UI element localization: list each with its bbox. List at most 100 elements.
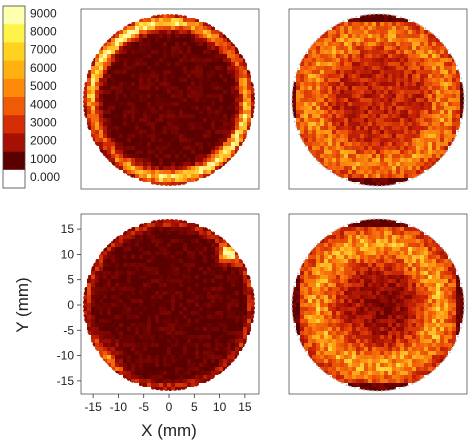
heatmap-cell xyxy=(404,86,408,90)
heatmap-cell xyxy=(175,259,179,263)
heatmap-cell xyxy=(127,58,131,62)
heatmap-cell xyxy=(163,30,167,34)
heatmap-cell xyxy=(119,42,123,46)
heatmap-cell xyxy=(91,311,95,315)
heatmap-cell xyxy=(151,291,155,295)
heatmap-cell xyxy=(312,74,316,78)
heatmap-cell xyxy=(215,363,219,367)
heatmap-cell xyxy=(211,134,215,138)
heatmap-cell xyxy=(139,138,143,142)
heatmap-cell xyxy=(167,74,171,78)
heatmap-cell xyxy=(163,62,167,66)
heatmap-cell xyxy=(424,118,428,122)
heatmap-cell xyxy=(416,102,420,106)
heatmap-cell xyxy=(107,247,111,251)
heatmap-cell xyxy=(308,82,312,86)
heatmap-cell xyxy=(179,58,183,62)
heatmap-cell xyxy=(448,287,452,291)
heatmap-cell xyxy=(444,251,448,255)
heatmap-cell xyxy=(320,110,324,114)
heatmap-cell xyxy=(211,359,215,363)
heatmap-cell xyxy=(372,70,376,74)
heatmap-cell xyxy=(396,259,400,263)
heatmap-cell xyxy=(231,299,235,303)
heatmap-cell xyxy=(227,54,231,58)
heatmap-cell xyxy=(364,154,368,158)
heatmap-cell xyxy=(332,235,336,239)
heatmap-cell xyxy=(312,118,316,122)
heatmap-cell xyxy=(207,98,211,102)
heatmap-cell xyxy=(231,311,235,315)
heatmap-cell xyxy=(235,283,239,287)
heatmap-cell xyxy=(436,98,440,102)
heatmap-cell xyxy=(452,110,456,114)
heatmap-cell xyxy=(167,46,171,50)
heatmap-cell xyxy=(127,303,131,307)
heatmap-cell xyxy=(388,130,392,134)
heatmap-cell xyxy=(107,74,111,78)
heatmap-cell xyxy=(392,66,396,70)
heatmap-cell xyxy=(344,130,348,134)
heatmap-cell xyxy=(207,351,211,355)
heatmap-cell xyxy=(388,110,392,114)
heatmap-cell xyxy=(151,130,155,134)
heatmap-cell xyxy=(376,22,380,26)
heatmap-cell xyxy=(223,118,227,122)
heatmap-cell xyxy=(456,283,460,287)
heatmap-cell xyxy=(123,307,127,311)
heatmap-cell xyxy=(139,239,143,243)
heatmap-cell xyxy=(159,339,163,343)
heatmap-cell xyxy=(360,30,364,34)
heatmap-cell xyxy=(360,251,364,255)
heatmap-cell xyxy=(227,154,231,158)
heatmap-cell xyxy=(360,106,364,110)
heatmap-cell xyxy=(183,46,187,50)
heatmap-cell xyxy=(163,26,167,30)
heatmap-cell xyxy=(300,130,304,134)
heatmap-cell xyxy=(231,46,235,50)
heatmap-cell xyxy=(424,287,428,291)
heatmap-cell xyxy=(223,279,227,283)
heatmap-cell xyxy=(195,243,199,247)
heatmap-cell xyxy=(416,46,420,50)
heatmap-cell xyxy=(207,367,211,371)
heatmap-cell xyxy=(175,170,179,174)
heatmap-cell xyxy=(420,158,424,162)
heatmap-cell xyxy=(404,271,408,275)
heatmap-cell xyxy=(151,78,155,82)
heatmap-cell xyxy=(123,231,127,235)
heatmap-cell xyxy=(440,130,444,134)
heatmap-cell xyxy=(143,291,147,295)
heatmap-cell xyxy=(360,283,364,287)
heatmap-cell xyxy=(159,158,163,162)
heatmap-cell xyxy=(207,279,211,283)
heatmap-cell xyxy=(203,283,207,287)
heatmap-cell xyxy=(356,134,360,138)
heatmap-cell xyxy=(119,110,123,114)
heatmap-cell xyxy=(348,223,352,227)
heatmap-cell xyxy=(163,58,167,62)
heatmap-cell xyxy=(191,235,195,239)
heatmap-cell xyxy=(95,110,99,114)
heatmap-cell xyxy=(123,339,127,343)
heatmap-cell xyxy=(300,271,304,275)
heatmap-cell xyxy=(123,150,127,154)
heatmap-cell xyxy=(292,90,296,94)
heatmap-cell xyxy=(175,114,179,118)
heatmap-cell xyxy=(123,235,127,239)
heatmap-cell xyxy=(308,50,312,54)
heatmap-cell xyxy=(368,279,372,283)
heatmap-cell xyxy=(147,263,151,267)
heatmap-cell xyxy=(175,379,179,383)
heatmap-cell xyxy=(103,134,107,138)
heatmap-cell xyxy=(452,106,456,110)
heatmap-cell xyxy=(175,134,179,138)
heatmap-cell xyxy=(296,283,300,287)
heatmap-cell xyxy=(99,267,103,271)
heatmap-cell xyxy=(251,106,255,110)
heatmap-cell xyxy=(400,251,404,255)
heatmap-cell xyxy=(384,78,388,82)
heatmap-cell xyxy=(151,371,155,375)
heatmap-cell xyxy=(223,367,227,371)
heatmap-cell xyxy=(119,78,123,82)
